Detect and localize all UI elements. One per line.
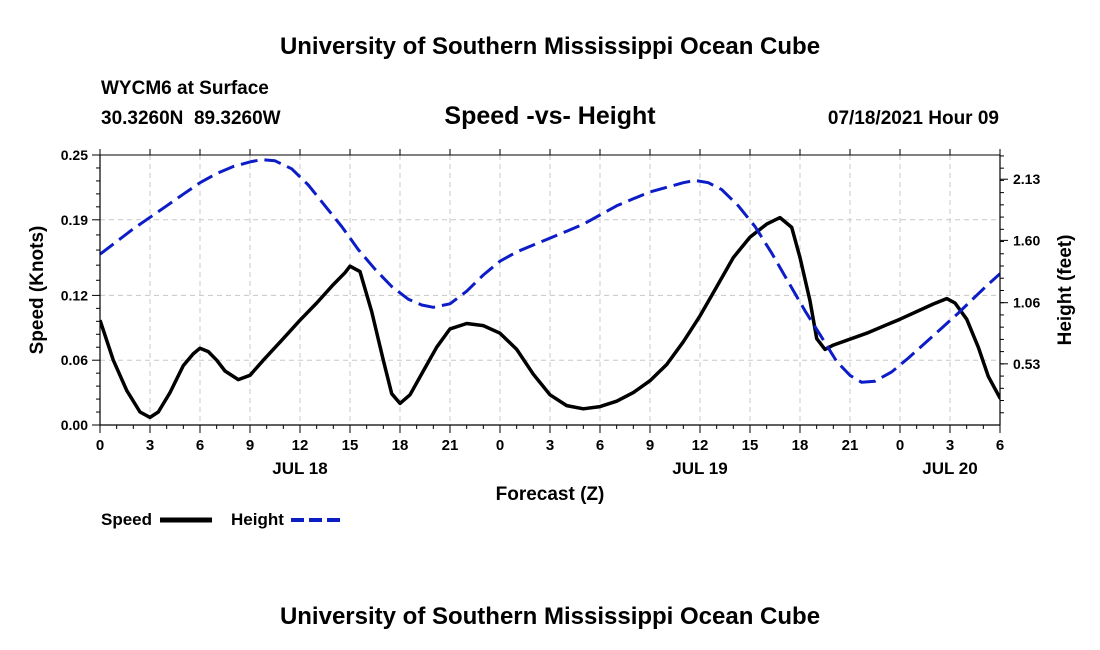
x-tick-label: 9 — [646, 437, 654, 454]
series-lines — [100, 158, 1000, 420]
station-label: WYCM6 at Surface — [101, 78, 269, 99]
x-tick-label: 3 — [146, 437, 154, 454]
footer-title: University of Southern Mississippi Ocean… — [280, 603, 820, 630]
x-tick-label: 21 — [442, 437, 459, 454]
gridlines — [100, 155, 1000, 425]
x-day-label: JUL 19 — [672, 459, 727, 478]
forecast-datetime: 07/18/2021 Hour 09 — [828, 108, 999, 129]
y-left-tick-label: 0.12 — [61, 287, 88, 303]
y-left-tick-label: 0.19 — [61, 212, 88, 228]
x-tick-label: 6 — [596, 437, 604, 454]
chart-title: Speed -vs- Height — [444, 102, 656, 130]
y-right-tick-label: 1.60 — [1013, 232, 1040, 248]
legend: Speed Height — [101, 510, 343, 529]
axes: 0 3 6 9 12 15 18 21 0 3 6 9 12 15 18 21 0 3 6 JUL 18 JUL 19 J… — [61, 147, 1041, 478]
y-axis-left-label: Speed (Knots) — [27, 226, 48, 355]
x-tick-label: 18 — [392, 437, 409, 454]
x-tick-label: 0 — [96, 437, 104, 454]
x-day-label: JUL 20 — [922, 459, 977, 478]
x-tick-label: 15 — [742, 437, 759, 454]
y-left-tick-label: 0.00 — [61, 417, 88, 433]
x-tick-label: 21 — [842, 437, 859, 454]
y-axis-right-label: Height (feet) — [1055, 235, 1076, 346]
y-left-tick-label: 0.06 — [61, 352, 88, 368]
legend-height-label: Height — [231, 510, 284, 529]
x-tick-label: 0 — [896, 437, 904, 454]
x-tick-label: 3 — [946, 437, 954, 454]
x-tick-label: 6 — [996, 437, 1004, 454]
series-line-height — [100, 158, 1000, 384]
x-axis-label: Forecast (Z) — [496, 484, 605, 505]
x-tick-label: 18 — [792, 437, 809, 454]
legend-speed-label: Speed — [101, 510, 152, 529]
x-tick-label: 6 — [196, 437, 204, 454]
y-right-tick-label: 2.13 — [1013, 171, 1040, 187]
x-tick-label: 9 — [246, 437, 254, 454]
page-title: University of Southern Mississippi Ocean… — [280, 33, 820, 60]
x-day-label: JUL 18 — [272, 459, 327, 478]
x-tick-label: 12 — [692, 437, 709, 454]
location-label: 30.3260N 89.3260W — [101, 108, 281, 129]
y-left-tick-label: 0.25 — [61, 147, 88, 163]
y-right-tick-label: 0.53 — [1013, 356, 1040, 372]
x-tick-label: 3 — [546, 437, 554, 454]
x-tick-label: 12 — [292, 437, 309, 454]
x-tick-label: 0 — [496, 437, 504, 454]
x-tick-label: 15 — [342, 437, 359, 454]
series-line-speed — [100, 215, 1000, 420]
y-right-tick-label: 1.06 — [1013, 295, 1040, 311]
